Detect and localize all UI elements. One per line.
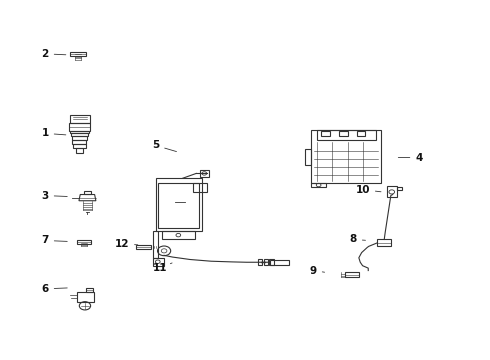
Text: 9: 9	[310, 266, 324, 275]
Text: 11: 11	[153, 263, 172, 273]
Text: 7: 7	[41, 235, 67, 246]
Text: 1: 1	[42, 129, 66, 138]
Text: 10: 10	[355, 185, 381, 195]
Text: 4: 4	[398, 153, 423, 162]
Text: 6: 6	[42, 284, 67, 294]
Text: 12: 12	[115, 239, 138, 249]
Text: 8: 8	[349, 234, 366, 244]
Text: 3: 3	[42, 190, 67, 201]
Text: 2: 2	[42, 49, 66, 59]
Text: 5: 5	[152, 140, 176, 152]
